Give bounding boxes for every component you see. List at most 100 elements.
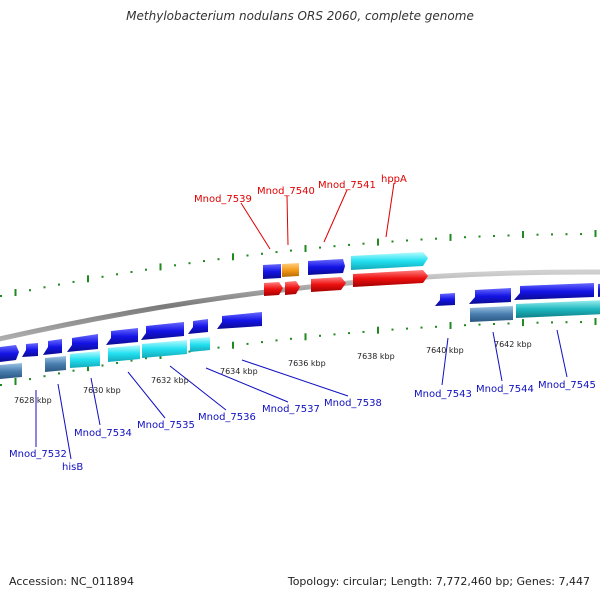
minor-tick [319,246,321,249]
gene-row-bottom-1 [0,283,600,362]
minor-tick [478,235,481,238]
gene-arrow[interactable] [22,343,38,357]
gene-arrow[interactable] [106,328,138,345]
gene-arrow[interactable] [45,356,66,372]
gene-label[interactable]: Mnod_7538 [324,398,382,409]
minor-tick [29,289,31,292]
minor-tick [333,245,336,248]
gene-label[interactable]: Mnod_7540 [257,186,315,197]
gene-label[interactable]: Mnod_7539 [194,194,252,205]
gene-arrow[interactable] [0,345,19,362]
gene-labels-bottom: Mnod_7532 hisB Mnod_7534 Mnod_7535 Mnod_… [9,380,596,473]
tick-track-bottom [0,318,597,386]
major-tick [594,318,597,325]
minor-tick [290,249,292,252]
gene-row-top-2 [264,270,428,296]
gene-arrow[interactable] [108,345,140,362]
minor-tick [565,321,568,324]
minor-tick [130,359,133,362]
kbp-label: 7634 kbp [220,367,258,376]
minor-tick [261,252,263,255]
gene-label[interactable]: Mnod_7534 [74,428,132,439]
minor-tick [261,341,263,344]
gene-arrow[interactable] [282,263,299,277]
gene-arrow[interactable] [469,288,511,304]
gene-label[interactable]: hppA [381,174,407,185]
kbp-label: 7640 kbp [426,346,464,355]
gene-arrow[interactable] [516,300,600,318]
kbp-label: 7636 kbp [288,359,326,368]
major-tick [87,364,89,372]
minor-tick [58,372,60,375]
minor-tick [507,234,510,237]
gene-label[interactable]: Mnod_7544 [476,384,534,395]
gene-arrow[interactable] [43,339,62,355]
kbp-label: 7628 kbp [14,396,52,405]
gene-arrow[interactable] [263,264,281,279]
gene-arrow[interactable] [353,270,428,287]
gene-label[interactable]: Mnod_7536 [198,412,256,423]
minor-tick [536,233,539,236]
gene-label[interactable]: Mnod_7537 [262,404,320,415]
callout-lines [35,182,568,460]
gene-arrow[interactable] [0,363,22,379]
minor-tick [130,271,133,273]
gene-row-top-1 [263,252,428,279]
tick-track-top [0,230,597,297]
major-tick [14,289,17,296]
gene-arrow[interactable] [308,259,345,275]
major-tick [522,231,524,238]
gene-arrow[interactable] [142,340,187,358]
major-tick [304,333,307,341]
gene-arrow[interactable] [351,252,428,270]
minor-tick [116,362,118,364]
gene-label[interactable]: hisB [62,462,83,473]
gene-label[interactable]: Mnod_7545 [538,380,596,391]
minor-tick [478,323,481,326]
minor-tick [493,235,495,237]
gene-labels-top: Mnod_7539 Mnod_7540 Mnod_7541 hppA [194,174,407,205]
gene-label[interactable]: Mnod_7535 [137,420,195,431]
gene-label[interactable]: Mnod_7532 [9,449,67,460]
gene-arrow[interactable] [70,351,100,368]
minor-tick [406,239,408,242]
minor-tick [72,280,75,283]
minor-tick [101,364,104,367]
minor-tick [536,321,539,324]
minor-tick [43,375,46,378]
minor-tick [435,325,437,328]
minor-tick [246,342,249,345]
minor-tick [580,321,582,324]
gene-arrow[interactable] [188,319,208,334]
major-tick [449,233,452,241]
chromosome-backbone [0,269,600,342]
gene-arrow[interactable] [141,322,184,340]
gene-arrow[interactable] [285,281,300,295]
gene-arrow[interactable] [514,283,594,300]
gene-label[interactable]: Mnod_7543 [414,389,472,400]
minor-tick [72,369,75,372]
gene-arrow[interactable] [264,282,283,296]
minor-tick [217,258,220,261]
minor-tick [246,254,249,257]
gene-arrow[interactable] [311,277,346,292]
gene-arrow[interactable] [435,293,455,306]
minor-tick [29,378,31,381]
minor-tick [362,330,365,333]
genome-info-text: Topology: circular; Length: 7,772,460 bp… [287,575,590,588]
accession-text: Accession: NC_011894 [9,575,135,588]
major-tick [304,245,307,252]
major-tick [594,230,597,237]
gene-arrow[interactable] [470,306,513,322]
minor-tick [275,251,278,254]
minor-tick [493,323,495,325]
gene-arrow[interactable] [190,337,210,352]
minor-tick [348,243,350,246]
minor-tick [391,240,394,243]
gene-arrow[interactable] [217,312,262,329]
gene-arrow[interactable] [67,334,98,352]
gene-label[interactable]: Mnod_7541 [318,180,376,191]
minor-tick [43,286,46,289]
minor-tick [145,357,147,360]
